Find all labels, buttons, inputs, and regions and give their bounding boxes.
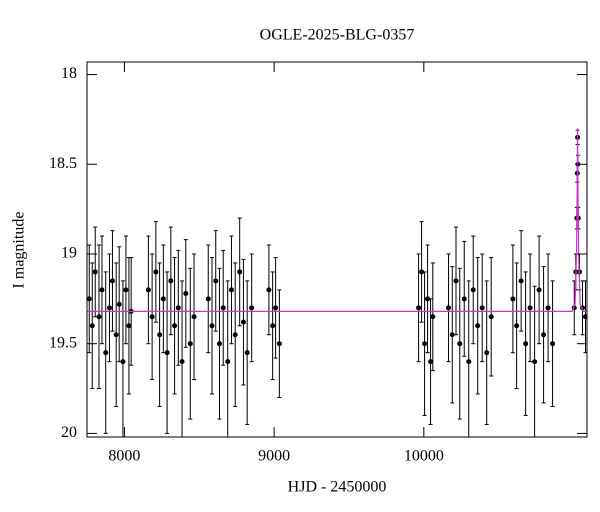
data-point [109, 278, 115, 284]
data-point [103, 350, 109, 356]
data-point [116, 301, 122, 307]
data-point [266, 287, 272, 293]
y-axis-label: I magnitude [11, 212, 28, 289]
data-point [89, 323, 95, 329]
data-point [240, 319, 246, 325]
data-point [232, 332, 238, 338]
data-point [583, 314, 587, 320]
data-point [157, 332, 163, 338]
data-point [475, 323, 481, 329]
data-point [419, 269, 425, 275]
data-point [191, 314, 197, 320]
data-point [479, 305, 485, 311]
data-point [416, 305, 422, 311]
data-point [106, 305, 112, 311]
data-point [175, 305, 181, 311]
data-point [126, 323, 132, 329]
data-point [244, 350, 250, 356]
chart-title: OGLE-2025-BLG-0357 [260, 27, 415, 44]
x-tick-label: 8000 [108, 448, 140, 465]
data-point [220, 305, 226, 311]
data-point [430, 314, 436, 320]
data-point [87, 296, 92, 302]
x-tick-label: 10000 [404, 448, 444, 465]
data-point [518, 278, 524, 284]
y-tick-label: 19 [61, 245, 77, 262]
data-point [422, 341, 428, 347]
data-point [536, 287, 542, 293]
data-point [149, 314, 155, 320]
y-tick-label: 20 [61, 424, 77, 441]
plot-area [87, 128, 587, 437]
data-point [514, 323, 520, 329]
y-tick-label: 19.5 [49, 334, 77, 351]
y-tick-label: 18 [61, 65, 77, 82]
data-point [461, 296, 467, 302]
data-point [237, 269, 243, 275]
data-point [179, 359, 185, 365]
data-point [216, 341, 222, 347]
data-point [532, 359, 538, 365]
data-point [523, 341, 529, 347]
data-point [183, 290, 189, 296]
data-point [123, 287, 129, 293]
data-point [92, 269, 98, 275]
data-point [96, 314, 102, 320]
data-point [145, 287, 151, 293]
data-point [153, 269, 159, 275]
data-point [545, 305, 551, 311]
data-point [488, 314, 494, 320]
data-point [225, 359, 231, 365]
plot-frame [86, 61, 588, 438]
x-axis-label: HJD - 2450000 [288, 479, 387, 496]
data-point [446, 305, 452, 311]
data-point [120, 359, 126, 365]
data-point [113, 332, 119, 338]
data-point [228, 287, 234, 293]
data-point [466, 359, 472, 365]
data-point [270, 323, 276, 329]
data-point [484, 350, 490, 356]
x-tick-label: 9000 [258, 448, 290, 465]
data-point [541, 332, 547, 338]
data-point [209, 323, 215, 329]
data-point [164, 350, 170, 356]
data-point [527, 305, 533, 311]
data-point [273, 305, 279, 311]
data-point [213, 278, 219, 284]
y-tick-label: 18.5 [49, 155, 77, 172]
data-point [510, 296, 516, 302]
data-point [457, 341, 463, 347]
data-point [453, 278, 459, 284]
data-point [187, 341, 193, 347]
data-point [160, 296, 166, 302]
model-curve [87, 128, 587, 313]
data-point [550, 341, 556, 347]
data-point [425, 296, 431, 302]
data-point [276, 341, 282, 347]
data-point [428, 359, 434, 365]
data-point [205, 296, 211, 302]
data-point [172, 323, 178, 329]
data-point [449, 332, 455, 338]
data-point [249, 305, 255, 311]
data-point [168, 278, 174, 284]
data-point [99, 287, 105, 293]
data-point [470, 287, 476, 293]
